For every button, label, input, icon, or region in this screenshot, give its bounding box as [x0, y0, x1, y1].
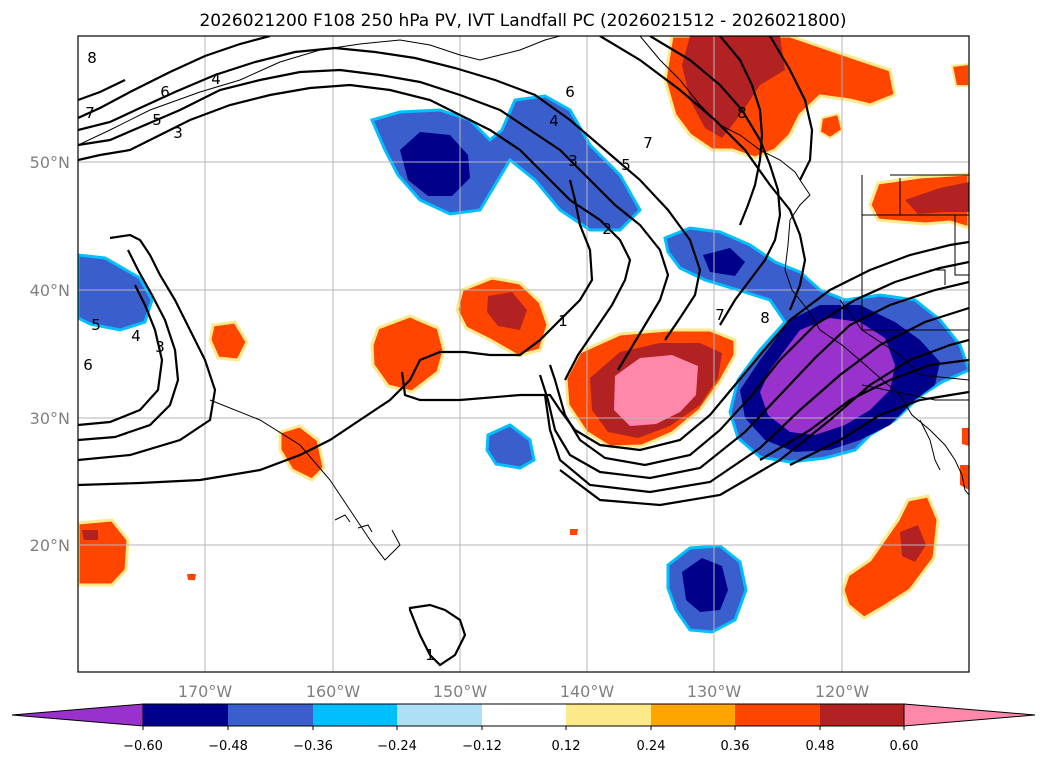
colorbar-segment — [735, 704, 820, 726]
contour-label: 4 — [211, 70, 221, 88]
lat-label: 20°N — [30, 536, 70, 555]
contour-label: 6 — [160, 83, 170, 101]
map-area: 8 7 6 5 4 3 6 4 3 5 7 2 1 7 8 8 1 5 4 3 … — [78, 36, 969, 672]
figure-title: 2026021200 F108 250 hPa PV, IVT Landfall… — [199, 11, 846, 31]
lat-label: 40°N — [30, 281, 70, 300]
colorbar-tick: −0.60 — [123, 739, 163, 754]
colorbar-extend-low — [11, 703, 144, 727]
colorbar-segment — [820, 704, 904, 726]
colorbar-tick: −0.24 — [377, 739, 417, 754]
colorbar-tick: −0.48 — [208, 739, 248, 754]
contour-label: 4 — [549, 112, 559, 130]
colorbar-extend-high — [903, 703, 1036, 727]
lon-labels: 170°W 160°W 150°W 140°W 130°W 120°W — [178, 682, 870, 701]
contour-label: 7 — [85, 104, 95, 122]
lon-label: 140°W — [560, 682, 615, 701]
colorbar-segment — [313, 704, 397, 726]
map-frame — [77, 35, 970, 673]
colorbar-tick: 0.12 — [552, 739, 581, 754]
colorbar-segment — [651, 704, 735, 726]
contour-label: 8 — [760, 309, 770, 327]
coastlines — [78, 36, 969, 561]
contour-labels: 8 7 6 5 4 3 6 4 3 5 7 2 1 7 8 8 1 5 4 3 … — [83, 49, 770, 664]
contour-label: 8 — [87, 49, 97, 67]
lat-label: 50°N — [30, 153, 70, 172]
contour-label: 5 — [152, 111, 162, 129]
lat-labels: 50°N 40°N 30°N 20°N — [30, 153, 70, 555]
colorbar-segment — [143, 704, 228, 726]
lon-label: 160°W — [306, 682, 361, 701]
colorbar: −0.60 −0.48 −0.36 −0.24 −0.12 0.12 0.24 … — [11, 703, 1036, 754]
contour-label: 6 — [565, 83, 575, 101]
contour-label: 7 — [643, 134, 653, 152]
contour-label: 3 — [173, 124, 183, 142]
contour-label: 6 — [83, 356, 93, 374]
contour-label: 7 — [715, 306, 725, 324]
colorbar-tick: 0.36 — [721, 739, 750, 754]
colorbar-tick: 0.60 — [890, 739, 919, 754]
pv-contours — [78, 36, 969, 667]
colorbar-segment — [228, 704, 313, 726]
contour-label: 3 — [568, 152, 578, 170]
contour-label: 1 — [425, 646, 435, 664]
contour-label: 5 — [621, 156, 631, 174]
lon-label: 170°W — [178, 682, 233, 701]
colorbar-segment — [397, 704, 482, 726]
colorbar-tick: −0.12 — [462, 739, 502, 754]
gridlines — [78, 36, 969, 672]
lon-label: 150°W — [433, 682, 488, 701]
contour-label: 5 — [91, 316, 101, 334]
colorbar-segment — [566, 704, 651, 726]
contour-label: 4 — [131, 327, 141, 345]
contour-label: 2 — [602, 220, 612, 238]
colorbar-segment — [482, 704, 566, 726]
lat-label: 30°N — [30, 409, 70, 428]
lon-label: 120°W — [815, 682, 870, 701]
contour-label: 3 — [155, 338, 165, 356]
colorbar-tick: −0.36 — [293, 739, 333, 754]
lon-label: 130°W — [687, 682, 742, 701]
contour-label: 8 — [737, 104, 747, 122]
colorbar-tick: 0.48 — [806, 739, 835, 754]
colorbar-tick: 0.24 — [637, 739, 666, 754]
contour-label: 1 — [558, 312, 568, 330]
